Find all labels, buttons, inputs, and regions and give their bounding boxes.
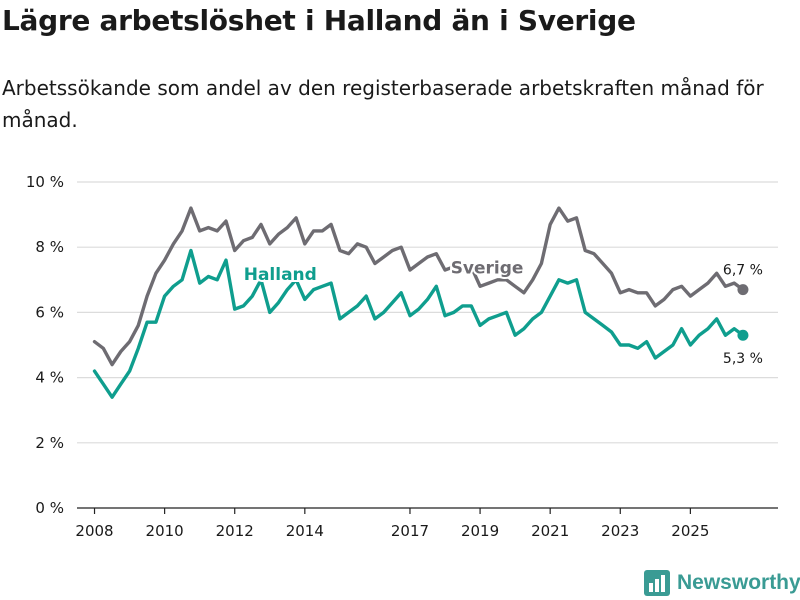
series-labels: Sverige 6,7 % Halland 5,3 % xyxy=(242,256,765,368)
x-tick-label: 2025 xyxy=(671,522,709,540)
y-tick-label: 10 % xyxy=(26,173,64,191)
axes: 0 % 2 % 4 % 6 % 8 % 10 % 2008 2010 2012 2014 2017 2… xyxy=(26,173,778,540)
end-value-label-halland: 5,3 % xyxy=(723,351,763,367)
newsworthy-logo: Newsworthy xyxy=(644,568,800,598)
series-label-halland: Halland xyxy=(244,265,317,285)
end-point-sverige xyxy=(737,284,749,296)
x-tick-label: 2017 xyxy=(391,522,429,540)
x-tick-label: 2012 xyxy=(216,522,254,540)
chart-subtitle: Arbetssökande som andel av den registerb… xyxy=(2,76,764,132)
y-tick-label: 0 % xyxy=(35,499,64,517)
y-tick-label: 6 % xyxy=(35,303,64,321)
bar-chart-logo-icon xyxy=(644,570,670,596)
y-tick-label: 2 % xyxy=(35,434,64,452)
series-line-sverige xyxy=(92,206,745,367)
series-lines xyxy=(92,206,749,399)
x-tick-label: 2010 xyxy=(146,522,184,540)
chart-title: Lägre arbetslöshet i Halland än i Sverig… xyxy=(2,4,636,37)
x-tick-label: 2023 xyxy=(601,522,639,540)
line-chart: 0 % 2 % 4 % 6 % 8 % 10 % 2008 2010 2012 2014 2017 2… xyxy=(26,173,778,540)
series-line-halland xyxy=(92,248,745,399)
x-tick-label: 2019 xyxy=(461,522,499,540)
gridlines xyxy=(77,181,778,444)
x-tick-label: 2008 xyxy=(75,522,113,540)
brand-name: Newsworthy xyxy=(677,571,800,594)
y-tick-label: 4 % xyxy=(35,369,64,387)
x-tick-label: 2014 xyxy=(286,522,324,540)
end-point-halland xyxy=(737,329,749,341)
y-tick-label: 8 % xyxy=(35,238,64,256)
end-value-label-sverige: 6,7 % xyxy=(723,263,763,279)
series-label-sverige: Sverige xyxy=(451,258,524,278)
x-tick-label: 2021 xyxy=(531,522,569,540)
